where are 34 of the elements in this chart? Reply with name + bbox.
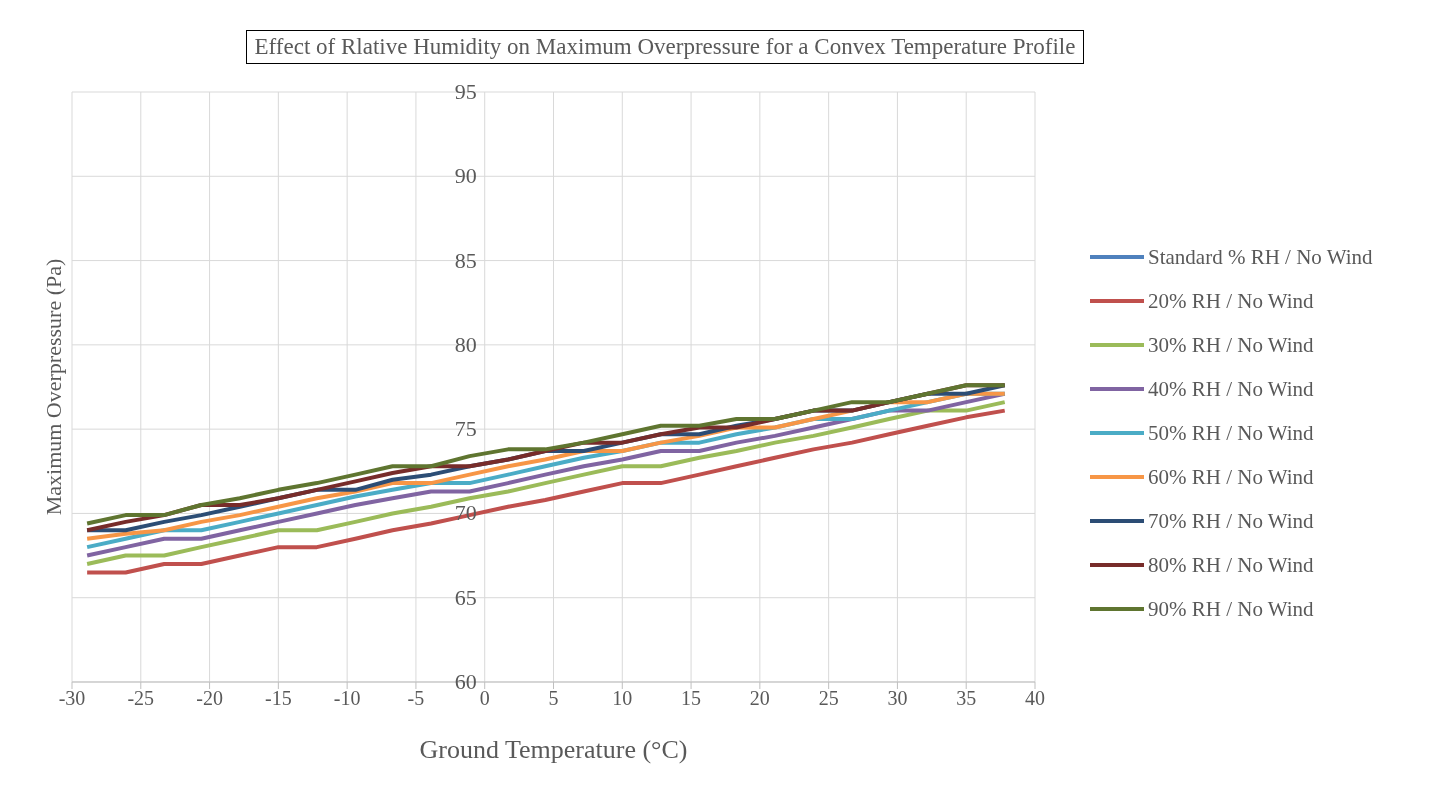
legend-label: 30% RH / No Wind [1148,332,1314,358]
chart-title: Effect of Rlative Humidity on Maximum Overpressure for a Convex Temperature Profile [245,30,1085,64]
x-tick-label: 40 [1025,687,1045,710]
legend-label: 80% RH / No Wind [1148,552,1314,578]
y-tick-label: 95 [454,79,477,104]
x-tick-label: -25 [127,687,155,710]
y-tick-label: 60 [454,669,477,694]
x-tick-label: -20 [196,687,223,710]
x-tick-label: 25 [818,687,839,710]
x-tick-label: 30 [887,687,908,710]
x-tick-label: -30 [58,687,86,710]
y-tick-label: 65 [454,584,477,610]
legend-label: 50% RH / No Wind [1148,420,1314,446]
x-axis-title: Ground Temperature (°C) [419,735,688,764]
legend-label: 90% RH / No Wind [1148,596,1314,622]
x-tick-label: 10 [612,687,633,710]
y-axis-title: Maximum Overpressure (Pa) [41,258,67,516]
legend-label: 20% RH / No Wind [1148,288,1314,314]
y-tick-label: 75 [454,416,477,442]
x-tick-label: 0 [479,687,490,710]
legend-label: 70% RH / No Wind [1148,508,1314,534]
x-tick-label: -5 [407,687,425,710]
legend-label: Standard % RH / No Wind [1148,244,1373,270]
x-tick-label: -15 [265,687,292,710]
x-tick-label: 20 [749,687,770,710]
y-tick-label: 80 [454,331,477,357]
legend-label: 60% RH / No Wind [1148,464,1314,490]
y-tick-label: 90 [454,163,477,189]
x-tick-label: 15 [681,687,702,710]
x-tick-label: -10 [333,687,361,710]
y-tick-label: 85 [454,247,477,273]
x-tick-label: 35 [956,687,977,710]
x-tick-label: 5 [548,687,559,710]
legend-label: 40% RH / No Wind [1148,376,1314,402]
